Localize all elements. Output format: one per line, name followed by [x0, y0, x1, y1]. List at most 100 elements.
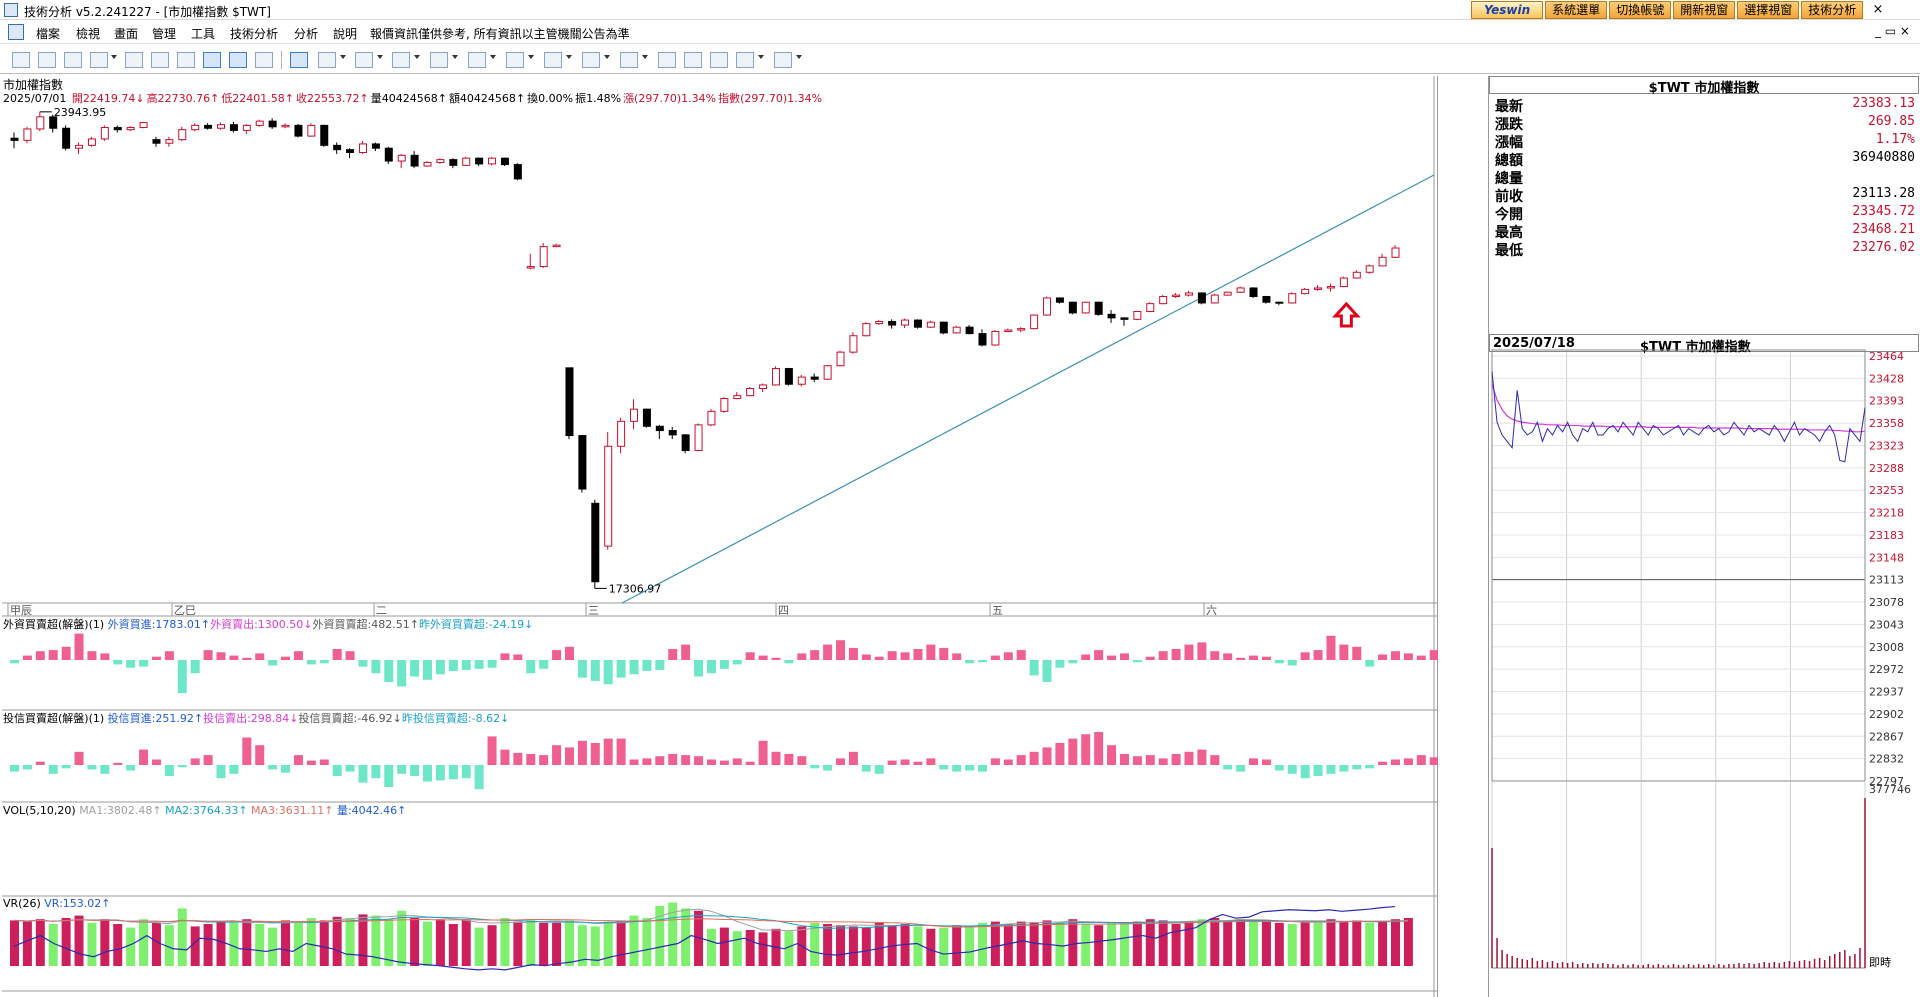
draw-pen-icon[interactable]	[290, 52, 308, 68]
candle-up	[217, 124, 226, 129]
color-palette-icon[interactable]	[736, 52, 754, 68]
indicator-bar	[281, 765, 291, 773]
indicator-bar	[423, 765, 433, 782]
split-view-icon[interactable]	[229, 52, 247, 68]
grid-icon[interactable]	[151, 52, 169, 68]
quote-label: 最高	[1495, 225, 1523, 241]
chevron-down-icon[interactable]	[642, 55, 648, 59]
vertical-lines-icon[interactable]	[392, 52, 410, 68]
menu-technical-analysis[interactable]: 技術分析	[230, 27, 279, 41]
menu-file[interactable]: 檔案	[36, 27, 61, 41]
chevron-down-icon[interactable]	[414, 55, 420, 59]
fibonacci-icon[interactable]	[468, 52, 486, 68]
hide-drawings-icon[interactable]	[710, 52, 728, 68]
indicator-bar	[629, 759, 639, 765]
document-icon[interactable]	[8, 24, 24, 40]
chart-canvas[interactable]: 甲辰乙巳二三四五六日線23943.9517306.972311320802187…	[2, 76, 1438, 997]
indicator-bar	[590, 660, 600, 681]
indicator-value: MA1:3802.48↑	[79, 804, 166, 817]
circle-icon[interactable]	[582, 52, 600, 68]
candle-up	[875, 320, 884, 325]
indicator-bar	[1403, 653, 1413, 660]
indicator-bar	[732, 660, 742, 665]
crosshair-icon[interactable]	[38, 52, 56, 68]
switch-account-button[interactable]: 切換帳號	[1609, 1, 1672, 19]
window-controls[interactable]: _ ▭ ×	[1874, 24, 1910, 38]
window-icon[interactable]	[177, 52, 195, 68]
indicator-value: 投信買進:251.92↑	[107, 712, 204, 725]
indicator-bar	[268, 660, 278, 666]
erase-icon[interactable]	[658, 52, 676, 68]
channel-icon[interactable]	[506, 52, 524, 68]
menu-tools[interactable]: 工具	[191, 27, 216, 41]
yeswin-logo-button[interactable]: Yeswin	[1471, 1, 1544, 19]
tick-chart[interactable]: 23464 23428 23393 23358 23323 23288 23253 23218…	[1489, 276, 1920, 976]
arrow-tool-icon[interactable]	[620, 52, 638, 68]
volume-bar	[1029, 922, 1039, 966]
indicator-bar	[332, 649, 342, 660]
menu-analysis[interactable]: 分析	[294, 27, 319, 41]
vr-header: VR(26) VR:153.02↑	[3, 897, 111, 910]
menu-help[interactable]: 說明	[333, 27, 358, 41]
excel-icon[interactable]	[125, 52, 143, 68]
chevron-down-icon[interactable]	[566, 55, 572, 59]
candle-down	[1055, 297, 1064, 303]
volume-bar	[1081, 924, 1091, 966]
volume-bar	[268, 927, 278, 966]
indicator-bar	[887, 760, 897, 765]
chevron-down-icon[interactable]	[604, 55, 610, 59]
menu-screen[interactable]: 畫面	[114, 27, 139, 41]
horizontal-line-icon[interactable]	[355, 52, 373, 68]
table-icon[interactable]	[64, 52, 82, 68]
volume-bar	[87, 922, 97, 966]
chevron-down-icon[interactable]	[528, 55, 534, 59]
volume-bar	[10, 920, 19, 966]
eraser-icon[interactable]	[684, 52, 702, 68]
volume-bar	[126, 927, 136, 966]
chevron-down-icon[interactable]	[377, 55, 383, 59]
system-menu-button[interactable]: 系統選單	[1545, 1, 1608, 19]
indicator-bar	[965, 765, 975, 771]
chevron-down-icon[interactable]	[452, 55, 458, 59]
indicator-bar	[577, 740, 587, 765]
indicator-bar	[1132, 660, 1142, 663]
candle-up	[436, 159, 445, 163]
chevron-down-icon[interactable]	[796, 55, 802, 59]
volume-bar	[1249, 921, 1259, 966]
chevron-down-icon[interactable]	[111, 55, 117, 59]
candle-down	[1107, 313, 1116, 319]
technical-chart[interactable]: 甲辰乙巳二三四五六日線23943.9517306.972311320802187…	[2, 76, 1438, 997]
select-window-button[interactable]: 選擇視窗	[1737, 1, 1800, 19]
kline-icon[interactable]	[203, 52, 221, 68]
bar-chart-icon[interactable]	[12, 52, 30, 68]
technical-analysis-button[interactable]: 技術分析	[1801, 1, 1864, 19]
indicator-bar	[164, 765, 174, 776]
new-window-button[interactable]: 開新視窗	[1673, 1, 1736, 19]
candle-up	[604, 445, 613, 547]
volume-bar	[539, 922, 549, 966]
rectangle-icon[interactable]	[544, 52, 562, 68]
tick-scale-label: 23428	[1869, 372, 1904, 385]
layout-icon[interactable]	[255, 52, 273, 68]
chevron-down-icon[interactable]	[340, 55, 346, 59]
candle-up	[733, 395, 742, 399]
volume-bar	[345, 918, 355, 966]
indicator-bar	[139, 749, 149, 765]
indicator-bar	[900, 652, 910, 660]
columns-icon[interactable]	[90, 52, 108, 68]
indicator-value: VOL(5,10,20)	[3, 804, 80, 817]
chevron-down-icon[interactable]	[758, 55, 764, 59]
quote-value: 23276.02	[1852, 240, 1915, 255]
menu-view[interactable]: 檢視	[76, 27, 101, 41]
indicator-bar	[22, 765, 32, 770]
line-tool-icon[interactable]	[318, 52, 336, 68]
indicator-value: 投信買賣超:-46.92↓	[298, 712, 402, 725]
close-icon[interactable]: ×	[1872, 2, 1884, 17]
save-icon[interactable]	[774, 52, 792, 68]
candle-up	[771, 368, 780, 386]
fan-icon[interactable]	[430, 52, 448, 68]
chevron-down-icon[interactable]	[490, 55, 496, 59]
indicator-bar	[990, 655, 1000, 660]
volume-bar	[1403, 918, 1413, 966]
menu-manage[interactable]: 管理	[152, 27, 177, 41]
